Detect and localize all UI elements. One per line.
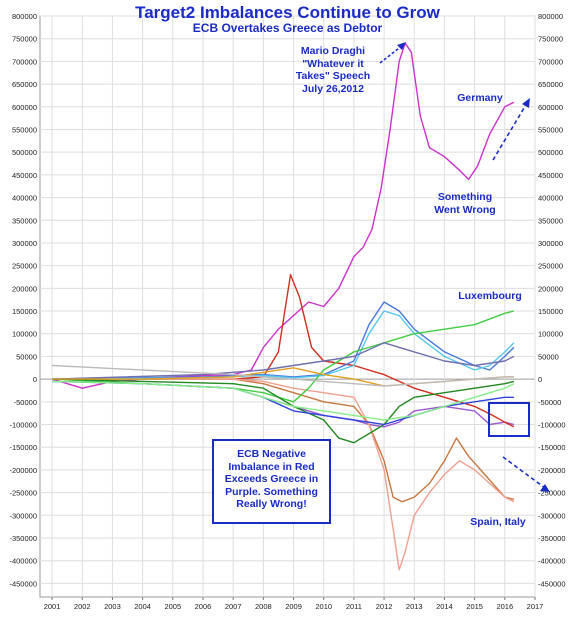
y-tick-label-right: 400000 [538,194,563,203]
x-tick-label: 2012 [376,602,393,611]
y-tick-label-right: 600000 [538,103,563,112]
series-line-14 [52,364,514,387]
y-tick-label-right: 300000 [538,239,563,248]
y-tick-label-right: 50000 [538,352,559,361]
y-tick-label-right: -150000 [538,443,566,452]
x-tick-label: 2014 [436,602,453,611]
x-tick-label: 2007 [225,602,242,611]
y-tick-label-right: 800000 [538,12,563,21]
y-tick-label-right: -300000 [538,511,566,520]
x-tick-label: 2006 [195,602,212,611]
y-tick-label-right: 250000 [538,262,563,271]
x-tick-label: 2009 [285,602,302,611]
y-tick-label-right: -200000 [538,466,566,475]
x-tick-label: 2016 [496,602,513,611]
y-tick-label-right: -400000 [538,557,566,566]
series-line-6 [52,301,515,380]
x-tick-label: 2011 [346,602,362,611]
series-line-4 [52,378,515,503]
y-tick-label-left: 700000 [12,57,37,66]
y-tick-label-right: -250000 [538,489,566,498]
chart-subtitle: ECB Overtakes Greece as Debtor [192,21,383,35]
annotation-germany: Germany [457,92,503,104]
y-tick-label-left: -300000 [9,511,37,520]
y-tick-label-right: 0 [538,375,542,384]
y-tick-label-left: 200000 [12,284,37,293]
y-tick-label-right: 650000 [538,80,563,89]
y-tick-label-right: -50000 [538,398,561,407]
x-tick-label: 2001 [44,602,61,611]
series-layer [51,42,515,571]
ecb-note-box [212,439,331,524]
y-tick-label-right: 500000 [538,148,563,157]
y-tick-label-left: 50000 [16,352,37,361]
x-tick-label: 2010 [315,602,332,611]
y-tick-label-left: -200000 [9,466,37,475]
x-tick-label: 2015 [466,602,483,611]
y-tick-label-left: 350000 [12,216,37,225]
x-tick-label: 2013 [406,602,423,611]
y-tick-label-right: 550000 [538,125,563,134]
y-tick-label-left: -150000 [9,443,37,452]
series-line-1 [51,42,515,389]
x-tick-label: 2002 [74,602,91,611]
y-tick-label-right: 750000 [538,35,563,44]
y-tick-label-left: 650000 [12,80,37,89]
y-tick-label-right: 100000 [538,330,563,339]
y-tick-label-left: 550000 [12,125,37,134]
y-tick-label-left: 450000 [12,171,37,180]
y-tick-label-left: -400000 [9,557,37,566]
annotation-draghi: Mario Draghi "Whatever it Takes" Speech … [295,45,371,95]
y-tick-label-right: 700000 [538,57,563,66]
y-tick-label-left: -450000 [9,579,37,588]
y-tick-label-left: 100000 [12,330,37,339]
y-tick-label-right: 150000 [538,307,563,316]
annotation-luxembourg: Luxembourg [458,290,522,302]
arrow-layer [379,42,550,492]
x-tick-label: 2005 [164,602,181,611]
y-tick-label-right: 350000 [538,216,563,225]
trend-arrow-down [502,456,546,489]
series-line-5 [52,378,515,571]
y-tick-label-left: 150000 [12,307,37,316]
series-line-10 [52,378,515,444]
x-tick-label: 2003 [104,602,121,611]
y-tick-label-left: 600000 [12,103,37,112]
x-tick-label: 2004 [134,602,151,611]
series-line-7 [52,310,515,380]
y-tick-label-left: 500000 [12,148,37,157]
y-tick-label-right: -350000 [538,534,566,543]
y-tick-label-right: 200000 [538,284,563,293]
tick-layer: 800000 800000 750000 750000 700000 700000 6500… [9,12,565,611]
y-tick-label-left: 750000 [12,35,37,44]
trend-arrow-up-head [522,98,530,108]
trend-arrow-down-head [540,484,550,492]
series-line-13 [52,380,515,421]
annotation-ecb-note: ECB Negative Imbalance in Red Exceeds Gr… [224,448,319,510]
y-tick-label-right: -100000 [538,421,566,430]
y-tick-label-left: 400000 [12,194,37,203]
y-tick-label-left: 800000 [12,12,37,21]
y-tick-label-left: 250000 [12,262,37,271]
y-tick-label-right: 450000 [538,171,563,180]
x-tick-label: 2017 [527,602,544,611]
y-tick-label-left: 0 [33,375,37,384]
draghi-arrow-head [397,42,406,50]
y-tick-label-left: -350000 [9,534,37,543]
annotation-spain-italy: Spain, Italy [470,516,526,528]
annotation-something-wrong: Something Went Wrong [434,191,496,216]
y-tick-label-left: -250000 [9,489,37,498]
ecb-highlight-box [488,402,530,437]
x-tick-label: 2008 [255,602,272,611]
y-tick-label-left: -100000 [9,421,37,430]
y-tick-label-left: -50000 [14,398,37,407]
series-line-8 [52,310,515,403]
y-tick-label-right: -450000 [538,579,566,588]
chart-title: Target2 Imbalances Continue to Grow [135,3,440,22]
series-line-9 [52,342,515,380]
y-tick-label-left: 300000 [12,239,37,248]
